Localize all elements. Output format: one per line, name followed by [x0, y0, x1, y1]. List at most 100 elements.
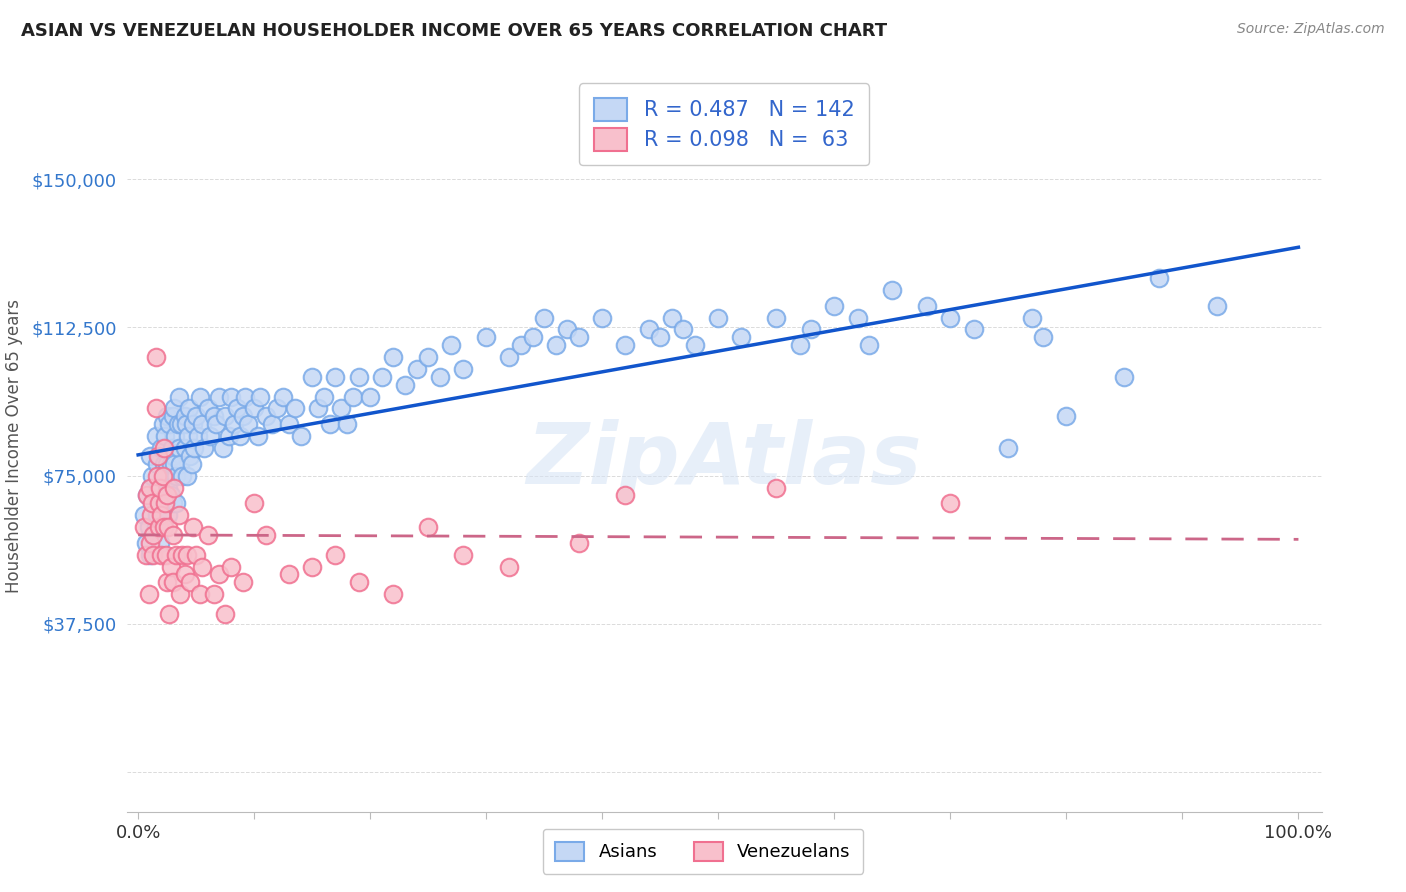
Point — [284, 401, 307, 416]
Point — [325, 369, 347, 384]
Point — [149, 536, 172, 550]
Point — [148, 496, 170, 510]
Point — [174, 417, 197, 432]
Point — [451, 362, 474, 376]
Point — [347, 369, 370, 384]
Point — [177, 429, 200, 443]
Point — [173, 441, 195, 455]
Point — [318, 417, 340, 432]
Point — [202, 587, 225, 601]
Point — [155, 548, 177, 562]
Point — [451, 548, 474, 562]
Point — [135, 536, 157, 550]
Point — [162, 575, 184, 590]
Point — [160, 441, 183, 455]
Point — [394, 377, 416, 392]
Point — [510, 338, 533, 352]
Point — [176, 468, 198, 483]
Point — [139, 449, 162, 463]
Point — [266, 401, 288, 416]
Point — [139, 508, 162, 523]
Point — [146, 449, 169, 463]
Point — [139, 481, 162, 495]
Point — [165, 429, 187, 443]
Point — [243, 496, 266, 510]
Point — [169, 587, 191, 601]
Point — [254, 409, 277, 424]
Point — [186, 548, 208, 562]
Point — [166, 417, 188, 432]
Point — [330, 401, 353, 416]
Point — [163, 457, 186, 471]
Point — [148, 520, 170, 534]
Point — [218, 429, 240, 443]
Point — [150, 508, 173, 523]
Point — [1147, 271, 1170, 285]
Point — [150, 441, 173, 455]
Point — [176, 548, 198, 562]
Point — [153, 429, 176, 443]
Point — [152, 441, 174, 455]
Point — [249, 390, 271, 404]
Point — [170, 417, 193, 432]
Point — [707, 310, 730, 325]
Point — [179, 401, 201, 416]
Point — [858, 338, 880, 352]
Point — [278, 567, 301, 582]
Point — [159, 417, 181, 432]
Point — [145, 520, 167, 534]
Point — [418, 520, 440, 534]
Point — [312, 390, 335, 404]
Point — [246, 429, 269, 443]
Point — [661, 310, 683, 325]
Point — [962, 322, 984, 336]
Point — [591, 310, 613, 325]
Point — [193, 441, 215, 455]
Point — [180, 457, 202, 471]
Point — [139, 548, 162, 562]
Point — [219, 559, 242, 574]
Point — [232, 575, 254, 590]
Point — [159, 457, 181, 471]
Point — [382, 587, 405, 601]
Point — [141, 468, 163, 483]
Point — [132, 520, 155, 534]
Point — [205, 417, 228, 432]
Text: ZipAtlas: ZipAtlas — [526, 419, 922, 502]
Point — [440, 338, 463, 352]
Point — [211, 441, 233, 455]
Point — [145, 401, 167, 416]
Point — [138, 520, 160, 534]
Point — [650, 330, 672, 344]
Point — [156, 488, 179, 502]
Point — [142, 528, 165, 542]
Point — [915, 299, 938, 313]
Point — [1032, 330, 1054, 344]
Point — [145, 350, 167, 364]
Point — [243, 401, 266, 416]
Point — [141, 496, 163, 510]
Point — [823, 299, 845, 313]
Point — [672, 322, 695, 336]
Point — [136, 488, 159, 502]
Point — [157, 508, 180, 523]
Point — [232, 409, 254, 424]
Point — [533, 310, 555, 325]
Point — [145, 429, 167, 443]
Point — [135, 548, 157, 562]
Point — [150, 548, 173, 562]
Point — [342, 390, 364, 404]
Point — [139, 481, 162, 495]
Point — [789, 338, 811, 352]
Point — [152, 520, 174, 534]
Point — [136, 488, 159, 502]
Point — [153, 468, 176, 483]
Point — [183, 441, 205, 455]
Point — [169, 457, 191, 471]
Point — [173, 567, 195, 582]
Point — [418, 350, 440, 364]
Point — [307, 401, 329, 416]
Point — [683, 338, 706, 352]
Point — [191, 417, 214, 432]
Point — [233, 390, 256, 404]
